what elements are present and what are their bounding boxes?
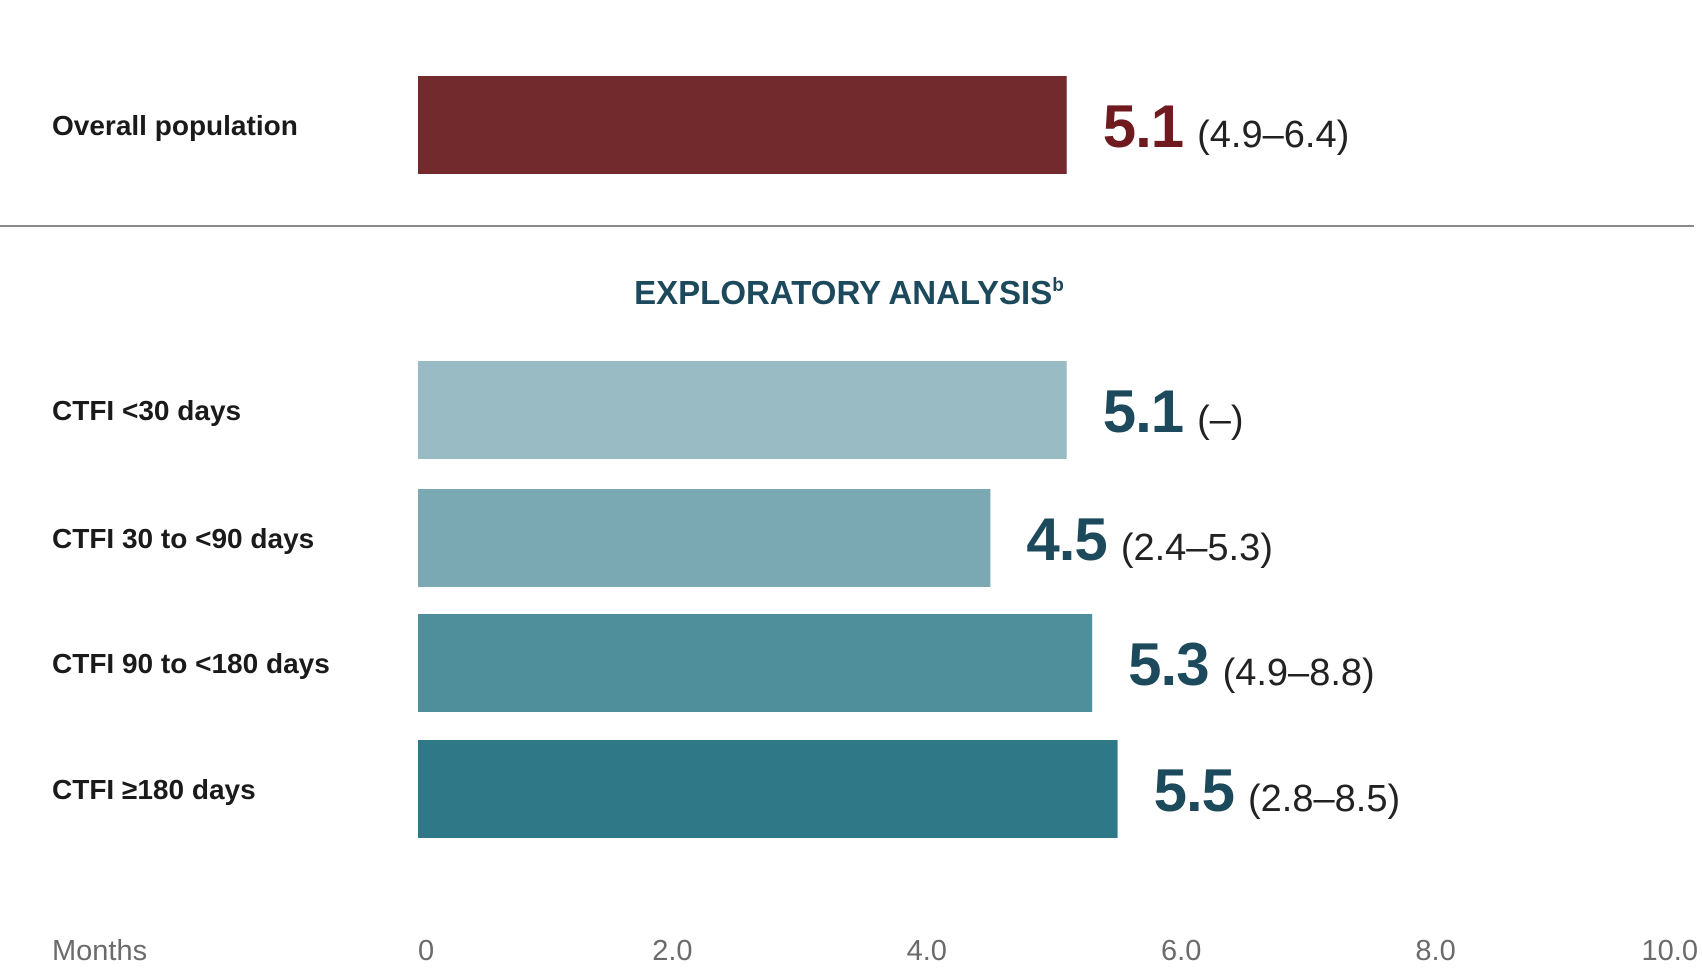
overall-population-bar — [418, 76, 1067, 174]
x-tick-label-5: 10.0 — [1642, 935, 1698, 967]
x-tick-label-2: 4.0 — [907, 935, 947, 967]
overall-population-value-label: 5.1 — [1103, 93, 1183, 160]
exploratory-row-3-ci-label: (4.9–8.8) — [1223, 652, 1375, 694]
exploratory-row-4-category-label: CTFI ≥180 days — [52, 774, 256, 805]
overall-population-ci-label: (4.9–6.4) — [1197, 114, 1349, 156]
x-axis: Months 0 2.0 4.0 6.0 8.0 10.0 — [52, 935, 1698, 967]
exploratory-row-2-bar — [418, 489, 991, 587]
overall-population-category-label: Overall population — [52, 110, 298, 141]
exploratory-row-3-bar — [418, 614, 1093, 712]
exploratory-row-4-bar — [418, 740, 1118, 838]
exploratory-row-1-bar — [418, 361, 1067, 459]
exploratory-row-2-value-label: 4.5 — [1026, 506, 1106, 573]
bars-layer: Overall population 5.1 (4.9–6.4) CTFI <30 d… — [52, 76, 1400, 838]
x-tick-label-0: 0 — [418, 935, 434, 967]
exploratory-row-1-ci-label: (–) — [1197, 399, 1243, 441]
exploratory-row-3-category-label: CTFI 90 to <180 days — [52, 648, 330, 679]
exploratory-row-1-value-label: 5.1 — [1103, 378, 1183, 445]
overall-population-data-label: 5.1 (4.9–6.4) — [1103, 93, 1350, 160]
exploratory-row-2-data-label: 4.5 (2.4–5.3) — [1026, 506, 1273, 573]
section-title: EXPLORATORY ANALYSISb — [634, 274, 1064, 311]
x-tick-label-1: 2.0 — [652, 935, 692, 967]
section-title-text: EXPLORATORY ANALYSIS — [634, 274, 1052, 311]
exploratory-row-2-category-label: CTFI 30 to <90 days — [52, 523, 314, 554]
exploratory-row-4-data-label: 5.5 (2.8–8.5) — [1154, 757, 1401, 824]
exploratory-row-4-ci-label: (2.8–8.5) — [1248, 778, 1400, 820]
x-tick-label-3: 6.0 — [1161, 935, 1201, 967]
x-axis-title: Months — [52, 935, 147, 967]
exploratory-row-3-value-label: 5.3 — [1128, 631, 1208, 698]
exploratory-row-4-value-label: 5.5 — [1154, 757, 1234, 824]
exploratory-row-1-data-label: 5.1 (–) — [1103, 378, 1244, 445]
exploratory-row-1-category-label: CTFI <30 days — [52, 395, 241, 426]
x-tick-label-4: 8.0 — [1415, 935, 1455, 967]
section-title-superscript: b — [1052, 275, 1064, 296]
exploratory-row-3-data-label: 5.3 (4.9–8.8) — [1128, 631, 1375, 698]
exploratory-row-2-ci-label: (2.4–5.3) — [1121, 527, 1273, 569]
